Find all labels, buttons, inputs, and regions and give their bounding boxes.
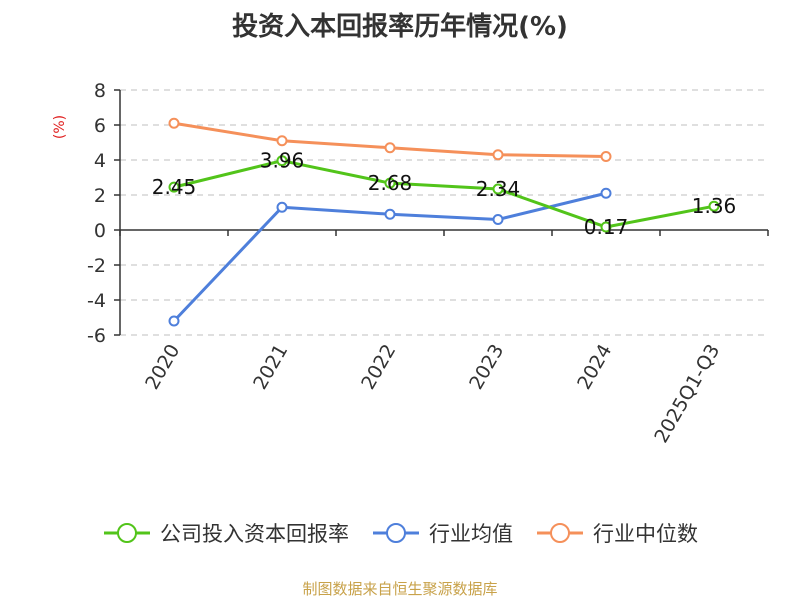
data-point [384, 177, 396, 189]
x-tick-label: 2021 [249, 341, 292, 394]
x-tick-label: 2023 [465, 341, 508, 394]
legend-marker-icon [373, 523, 419, 543]
y-tick-label: 4 [94, 150, 106, 172]
source-note: 制图数据来自恒生聚源数据库 [302, 580, 498, 598]
data-point [384, 142, 396, 154]
y-tick-label: 8 [94, 80, 106, 102]
y-tick-label: 6 [94, 115, 106, 137]
data-label: 2.34 [476, 177, 521, 201]
legend-item[interactable]: 公司投入资本回报率 [102, 518, 349, 548]
data-point [492, 149, 504, 161]
legend: 公司投入资本回报率 行业均值 行业中位数 [0, 518, 800, 548]
data-point [276, 201, 288, 213]
data-label: 2.45 [152, 175, 197, 199]
legend-item[interactable]: 行业均值 [371, 518, 513, 548]
y-tick-label: -2 [87, 255, 106, 277]
y-tick-label: 2 [94, 185, 106, 207]
data-point [600, 187, 612, 199]
legend-label: 公司投入资本回报率 [160, 522, 349, 546]
x-tick-label: 2022 [357, 341, 400, 394]
x-tick-label: 2020 [141, 341, 184, 394]
data-point [168, 315, 180, 327]
data-point [600, 151, 612, 162]
data-point [276, 155, 288, 167]
data-point [492, 214, 504, 225]
data-point [492, 183, 504, 195]
x-tick-label: 2024 [573, 341, 616, 394]
x-tick-label: 2025Q1-Q3 [650, 341, 724, 447]
chart-title: 投资入本回报率历年情况(%) [232, 12, 568, 42]
y-axis-unit-label: (%) [52, 115, 68, 139]
legend-label: 行业均值 [429, 522, 513, 546]
data-point [600, 221, 612, 233]
legend-item[interactable]: 行业中位数 [535, 518, 698, 548]
legend-marker-icon [104, 523, 150, 543]
data-point [168, 117, 180, 129]
data-label: 0.17 [584, 215, 629, 239]
y-tick-label: 0 [94, 220, 106, 242]
y-tick-label: -4 [87, 290, 106, 312]
data-point [708, 200, 720, 212]
data-label: 3.96 [260, 149, 305, 173]
y-tick-label: -6 [87, 325, 106, 347]
legend-marker-icon [537, 523, 583, 543]
series-line [173, 159, 715, 229]
data-point [168, 181, 180, 193]
data-point [384, 208, 396, 220]
data-point [276, 135, 288, 147]
data-label: 2.68 [368, 171, 413, 195]
data-label: 1.36 [692, 194, 737, 218]
legend-label: 行业中位数 [593, 522, 698, 546]
